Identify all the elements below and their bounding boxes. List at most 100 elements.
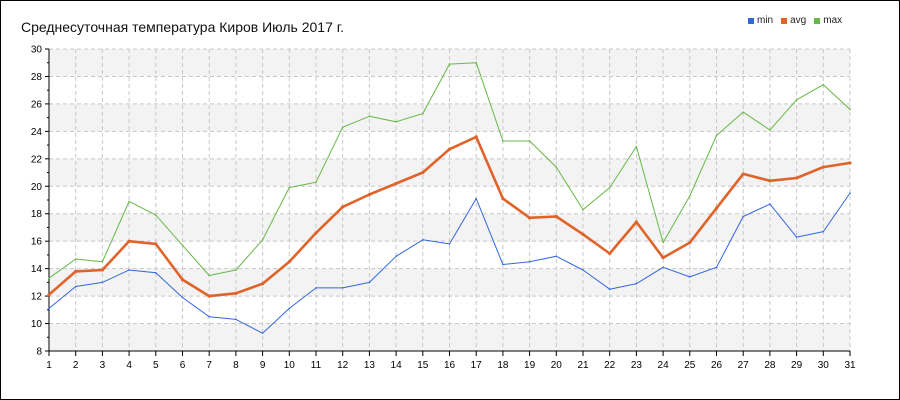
legend-label-avg: avg — [790, 15, 807, 26]
x-tick-label: 3 — [100, 360, 106, 371]
data-point-max — [448, 63, 451, 65]
legend-swatch-min — [748, 17, 754, 24]
data-point-min — [635, 282, 638, 285]
data-point-max — [128, 200, 130, 203]
x-tick-label: 14 — [391, 360, 403, 371]
data-point-max — [822, 83, 825, 86]
data-point-min — [822, 230, 825, 233]
data-point-max — [155, 214, 157, 216]
data-point-min — [315, 287, 317, 289]
data-point-min — [742, 215, 744, 218]
y-tick-label: 12 — [31, 292, 43, 303]
x-tick-label: 16 — [444, 360, 456, 371]
data-point-max — [662, 241, 664, 244]
x-tick-label: 1 — [46, 360, 52, 371]
data-point-min — [341, 287, 344, 289]
data-point-max — [422, 112, 424, 115]
x-tick-label: 26 — [711, 360, 723, 371]
data-point-avg — [821, 165, 825, 169]
data-point-min — [74, 285, 77, 288]
data-point-avg — [501, 197, 505, 201]
data-point-avg — [848, 161, 852, 165]
data-point-max — [849, 108, 851, 111]
y-tick-label: 18 — [31, 209, 43, 220]
x-tick-label: 4 — [126, 360, 132, 371]
data-point-min — [101, 281, 104, 284]
data-point-max — [715, 134, 718, 137]
data-point-min — [422, 239, 424, 241]
data-point-avg — [661, 256, 665, 260]
data-point-min — [128, 269, 130, 271]
data-point-min — [528, 260, 531, 263]
data-point-max — [528, 140, 531, 142]
data-point-min — [288, 307, 291, 310]
data-point-max — [795, 98, 798, 101]
data-point-max — [502, 140, 504, 142]
legend-item-max: max — [814, 15, 842, 26]
data-point-avg — [741, 172, 745, 176]
x-tick-label: 23 — [631, 360, 643, 371]
data-point-avg — [447, 147, 452, 151]
data-point-min — [368, 281, 371, 284]
x-tick-label: 21 — [577, 360, 589, 371]
data-point-min — [155, 271, 157, 274]
data-point-avg — [688, 240, 692, 245]
data-point-avg — [394, 181, 398, 186]
x-tick-label: 2 — [73, 360, 79, 371]
data-point-max — [635, 145, 638, 148]
x-tick-label: 31 — [844, 360, 856, 371]
data-point-max — [208, 274, 210, 277]
data-point-min — [769, 203, 771, 205]
chart-title: Среднесуточная температура Киров Июль 20… — [21, 19, 345, 35]
data-point-max — [368, 115, 371, 118]
data-point-avg — [74, 269, 78, 273]
data-point-min — [849, 192, 851, 194]
x-tick-label: 17 — [471, 360, 483, 371]
data-point-avg — [554, 214, 558, 219]
data-point-avg — [47, 293, 51, 297]
data-point-min — [582, 269, 584, 271]
data-point-max — [475, 61, 478, 64]
data-point-max — [555, 166, 558, 168]
x-tick-label: 8 — [233, 360, 239, 371]
data-point-max — [742, 111, 744, 113]
legend-item-min: min — [748, 15, 773, 26]
data-point-avg — [180, 278, 185, 282]
x-tick-label: 20 — [551, 360, 563, 371]
x-tick-label: 24 — [658, 360, 670, 371]
data-point-min — [181, 296, 184, 299]
y-tick-label: 16 — [31, 237, 43, 248]
data-point-max — [181, 244, 184, 247]
x-tick-label: 29 — [791, 360, 803, 371]
y-tick-label: 22 — [31, 154, 43, 165]
data-point-avg — [581, 232, 585, 236]
data-point-max — [235, 269, 237, 271]
data-point-avg — [608, 251, 612, 256]
y-tick-label: 30 — [31, 45, 43, 56]
data-point-avg — [795, 176, 799, 180]
y-tick-label: 10 — [31, 319, 43, 330]
legend-label-max: max — [823, 15, 843, 26]
data-point-max — [261, 239, 264, 241]
data-point-min — [715, 266, 718, 269]
data-point-min — [502, 263, 504, 266]
data-point-max — [582, 208, 584, 211]
y-tick-label: 20 — [31, 182, 43, 193]
data-point-avg — [127, 239, 131, 243]
data-point-max — [315, 181, 317, 183]
data-point-avg — [714, 206, 719, 210]
x-tick-label: 13 — [364, 360, 376, 371]
data-point-min — [475, 197, 478, 200]
x-tick-label: 22 — [604, 360, 616, 371]
chart-legend: min avg max — [748, 15, 842, 26]
x-tick-label: 6 — [180, 360, 186, 371]
data-point-avg — [341, 205, 345, 209]
data-point-min — [608, 288, 611, 291]
data-point-avg — [634, 220, 639, 224]
y-tick-label: 28 — [31, 72, 43, 83]
data-point-max — [74, 258, 77, 260]
x-tick-label: 30 — [818, 360, 830, 371]
legend-swatch-avg — [781, 17, 788, 24]
data-point-min — [208, 315, 210, 318]
